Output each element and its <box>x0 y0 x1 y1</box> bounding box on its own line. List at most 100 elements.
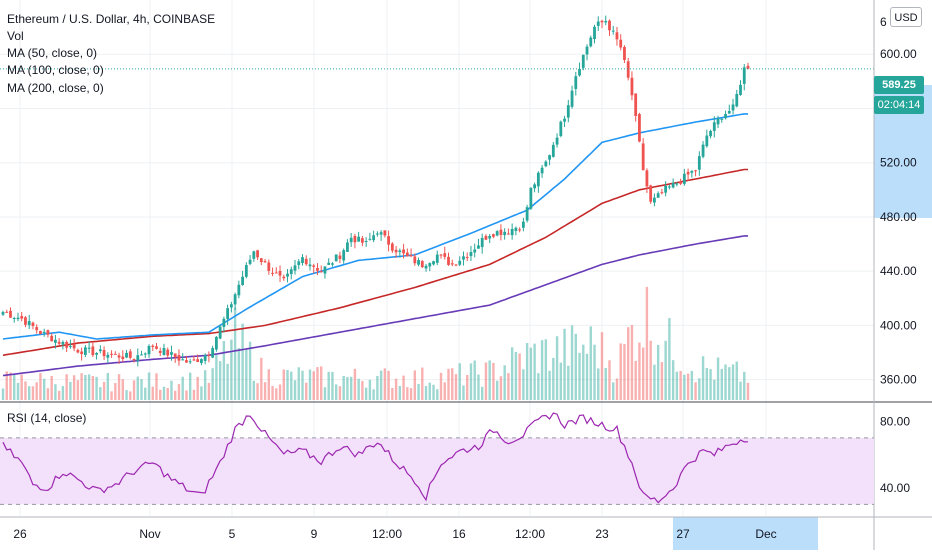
candle[interactable] <box>304 255 308 266</box>
candle[interactable] <box>679 178 683 185</box>
candle[interactable] <box>507 228 510 235</box>
candle[interactable] <box>57 338 61 346</box>
candle[interactable] <box>510 223 514 240</box>
candle[interactable] <box>76 348 80 354</box>
candle[interactable] <box>641 138 645 171</box>
candle[interactable] <box>450 259 454 267</box>
candle[interactable] <box>364 237 368 247</box>
candle[interactable] <box>323 266 327 279</box>
candle[interactable] <box>282 274 286 281</box>
candle[interactable] <box>420 259 424 269</box>
candle[interactable] <box>473 243 477 258</box>
candle[interactable] <box>244 262 248 279</box>
candle[interactable] <box>566 99 570 123</box>
candle[interactable] <box>424 263 428 272</box>
candle[interactable] <box>570 85 574 109</box>
candle[interactable] <box>327 258 331 265</box>
candle[interactable] <box>458 256 462 267</box>
candle[interactable] <box>61 340 65 350</box>
candle[interactable] <box>724 110 727 120</box>
candle[interactable] <box>555 133 559 148</box>
candle[interactable] <box>16 312 20 322</box>
candle[interactable] <box>671 178 675 189</box>
candle[interactable] <box>39 330 42 335</box>
candle[interactable] <box>308 257 312 271</box>
rsi-axis[interactable]: 40.00 80.00 <box>880 414 910 494</box>
candle[interactable] <box>735 89 739 108</box>
candle[interactable] <box>675 182 679 187</box>
candle[interactable] <box>297 259 301 270</box>
candle[interactable] <box>147 344 151 358</box>
candle[interactable] <box>495 230 499 237</box>
candle[interactable] <box>387 230 391 252</box>
candle[interactable] <box>604 15 608 26</box>
candle[interactable] <box>110 350 113 358</box>
candle[interactable] <box>226 304 230 326</box>
candle[interactable] <box>125 349 128 359</box>
candle[interactable] <box>136 348 140 367</box>
candle[interactable] <box>574 71 578 96</box>
candle[interactable] <box>596 16 600 31</box>
candle[interactable] <box>690 170 694 178</box>
candle[interactable] <box>499 224 503 241</box>
candle[interactable] <box>660 188 664 195</box>
candle[interactable] <box>626 57 630 81</box>
candle[interactable] <box>31 321 35 330</box>
candle[interactable] <box>121 350 125 363</box>
candle[interactable] <box>409 248 413 258</box>
candle[interactable] <box>488 234 492 244</box>
candle[interactable] <box>203 353 207 365</box>
candle[interactable] <box>503 228 507 240</box>
candle[interactable] <box>42 328 46 337</box>
candle[interactable] <box>50 333 54 342</box>
candle[interactable] <box>5 309 9 313</box>
candle[interactable] <box>286 268 289 283</box>
candle[interactable] <box>357 231 361 242</box>
candle[interactable] <box>196 354 200 363</box>
candle[interactable] <box>390 242 394 253</box>
candle[interactable] <box>739 80 742 96</box>
indicator-ma100[interactable]: MA (100, close, 0) <box>7 63 104 77</box>
candle[interactable] <box>529 187 533 210</box>
candle[interactable] <box>623 45 626 63</box>
candle[interactable] <box>312 263 316 274</box>
candle[interactable] <box>346 239 349 253</box>
candle[interactable] <box>331 262 334 267</box>
candle[interactable] <box>54 334 57 349</box>
indicator-ma200[interactable]: MA (200, close, 0) <box>7 81 104 95</box>
candle[interactable] <box>162 343 166 356</box>
candle[interactable] <box>413 253 417 266</box>
currency-button[interactable]: USD <box>890 7 922 27</box>
candle[interactable] <box>113 351 117 355</box>
candle[interactable] <box>742 64 746 91</box>
candle[interactable] <box>87 341 91 353</box>
candle[interactable] <box>24 316 27 328</box>
candle[interactable] <box>484 234 488 241</box>
candle[interactable] <box>200 358 203 366</box>
candle[interactable] <box>151 344 155 351</box>
candle[interactable] <box>248 255 252 266</box>
candle[interactable] <box>600 19 604 29</box>
candle[interactable] <box>117 352 121 364</box>
candle[interactable] <box>293 259 297 275</box>
candle[interactable] <box>271 267 274 277</box>
indicator-vol[interactable]: Vol <box>7 29 24 43</box>
candle[interactable] <box>12 316 16 323</box>
candle[interactable] <box>581 54 585 71</box>
candle[interactable] <box>128 349 132 360</box>
candle[interactable] <box>267 259 271 275</box>
candle[interactable] <box>469 245 473 261</box>
candle[interactable] <box>727 104 731 115</box>
candle[interactable] <box>709 129 712 139</box>
candle[interactable] <box>563 115 566 128</box>
candle[interactable] <box>155 342 158 350</box>
candle[interactable] <box>334 254 338 262</box>
candle[interactable] <box>548 154 551 166</box>
candle[interactable] <box>720 117 724 123</box>
candle[interactable] <box>585 44 589 61</box>
candle[interactable] <box>638 112 641 143</box>
candle[interactable] <box>1 310 5 317</box>
candle[interactable] <box>716 115 720 128</box>
candle[interactable] <box>349 232 353 247</box>
